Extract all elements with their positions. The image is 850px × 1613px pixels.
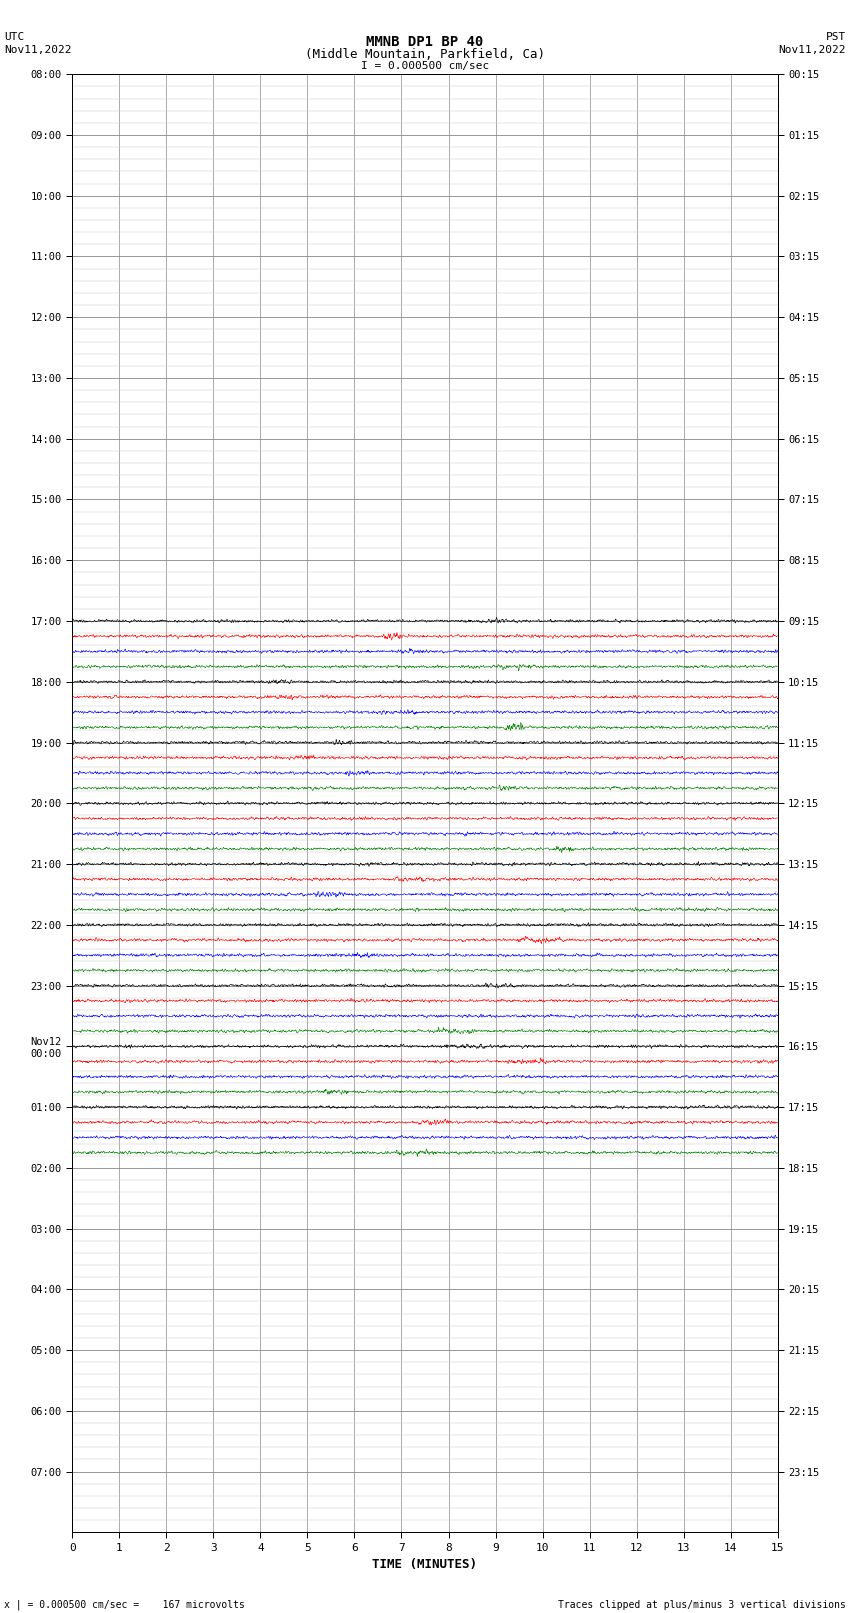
Text: Traces clipped at plus/minus 3 vertical divisions: Traces clipped at plus/minus 3 vertical … xyxy=(558,1600,846,1610)
Text: x | = 0.000500 cm/sec =    167 microvolts: x | = 0.000500 cm/sec = 167 microvolts xyxy=(4,1598,245,1610)
Text: PST: PST xyxy=(825,32,846,42)
Text: Nov11,2022: Nov11,2022 xyxy=(779,45,846,55)
Text: MMNB DP1 BP 40: MMNB DP1 BP 40 xyxy=(366,35,484,48)
Text: I = 0.000500 cm/sec: I = 0.000500 cm/sec xyxy=(361,61,489,71)
X-axis label: TIME (MINUTES): TIME (MINUTES) xyxy=(372,1558,478,1571)
Text: UTC: UTC xyxy=(4,32,25,42)
Text: (Middle Mountain, Parkfield, Ca): (Middle Mountain, Parkfield, Ca) xyxy=(305,48,545,61)
Text: Nov11,2022: Nov11,2022 xyxy=(4,45,71,55)
